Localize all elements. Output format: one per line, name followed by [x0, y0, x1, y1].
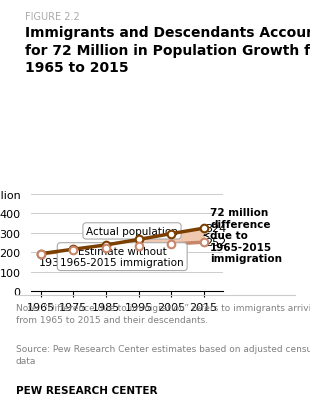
Text: FIGURE 2.2: FIGURE 2.2: [25, 12, 80, 22]
Text: 252: 252: [205, 238, 227, 247]
Point: [71, 246, 76, 253]
Text: Actual population: Actual population: [86, 226, 178, 237]
Point: [104, 245, 108, 252]
Text: Estimate without
1965-2015 immigration: Estimate without 1965-2015 immigration: [60, 246, 184, 268]
Point: [201, 225, 206, 232]
Text: Note: “Difference due to immigration” refers to immigrants arriving
from 1965 to: Note: “Difference due to immigration” re…: [16, 304, 310, 324]
Text: PEW RESEARCH CENTER: PEW RESEARCH CENTER: [16, 385, 157, 395]
Point: [104, 242, 108, 249]
Text: 193: 193: [39, 258, 60, 268]
Point: [201, 239, 206, 246]
Point: [38, 251, 43, 257]
Text: Source: Pew Research Center estimates based on adjusted census
data: Source: Pew Research Center estimates ba…: [16, 344, 310, 365]
Text: Immigrants and Descendants Account
for 72 Million in Population Growth from
1965: Immigrants and Descendants Account for 7…: [25, 26, 310, 75]
Point: [169, 241, 174, 247]
Point: [136, 237, 141, 243]
Point: [71, 247, 76, 254]
Text: 324: 324: [205, 224, 227, 234]
Text: 72 million
difference
due to
1965-2015
immigration: 72 million difference due to 1965-2015 i…: [204, 207, 282, 264]
Point: [136, 243, 141, 250]
Point: [169, 231, 174, 237]
Point: [38, 251, 43, 257]
